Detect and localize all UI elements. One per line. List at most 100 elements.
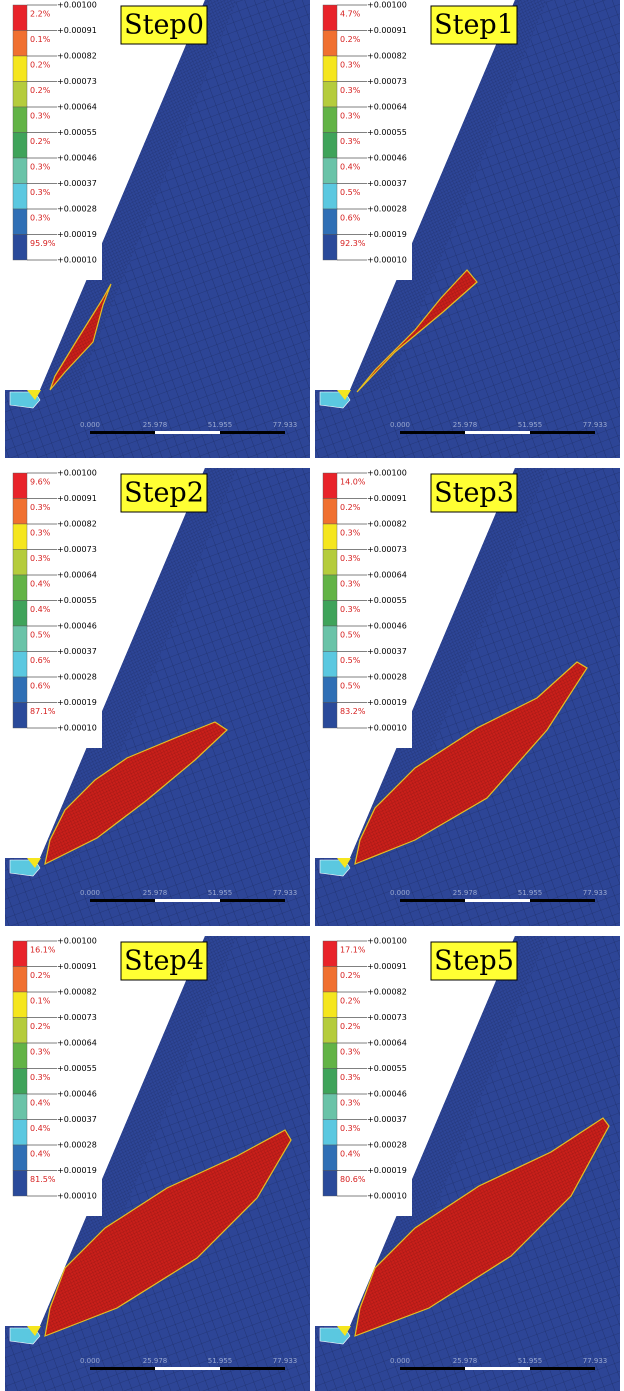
legend-swatch (13, 677, 27, 703)
legend-level: +0.00100 (367, 937, 407, 946)
legend-level: +0.00037 (367, 1115, 407, 1124)
legend-swatch (323, 967, 337, 993)
scale-bar-segment (465, 899, 530, 902)
legend-swatch (323, 1043, 337, 1069)
legend-percentage: 0.2% (340, 503, 361, 512)
legend-percentage: 87.1% (30, 707, 56, 716)
legend-swatch (323, 235, 337, 261)
scale-bar-segment (155, 431, 220, 434)
legend-level: +0.00028 (367, 673, 407, 682)
scale-bar-segment (220, 899, 285, 902)
legend-percentage: 0.6% (340, 214, 361, 223)
legend-percentage: 0.3% (340, 529, 361, 538)
legend-level: +0.00046 (367, 1090, 407, 1099)
scale-label: 25.978 (453, 421, 478, 429)
legend-level: +0.00064 (367, 103, 407, 112)
legend-level: +0.00082 (367, 988, 407, 997)
legend-percentage: 0.5% (340, 656, 361, 665)
legend-swatch (323, 133, 337, 159)
legend-swatch (323, 473, 337, 499)
legend-percentage: 0.3% (30, 112, 51, 121)
scale-label: 77.933 (273, 1357, 298, 1365)
legend-swatch (323, 652, 337, 678)
legend-percentage: 0.2% (30, 61, 51, 70)
scale-bar-segment (400, 1367, 465, 1370)
scale-label: 51.955 (208, 421, 233, 429)
scale-label: 0.000 (390, 421, 410, 429)
panel-title: Step1 (434, 10, 514, 41)
legend-level: +0.00073 (57, 77, 97, 86)
legend-level: +0.00046 (57, 1090, 97, 1099)
legend-level: +0.00100 (57, 937, 97, 946)
legend-percentage: 95.9% (30, 239, 56, 248)
panel-title: Step5 (434, 946, 514, 977)
legend-level: +0.00019 (57, 1166, 97, 1175)
legend-level: +0.00037 (367, 647, 407, 656)
legend-percentage: 0.3% (340, 1099, 361, 1108)
legend-percentage: 0.3% (340, 1048, 361, 1057)
legend-swatch (323, 550, 337, 576)
legend-percentage: 0.4% (30, 580, 51, 589)
legend-swatch (323, 1171, 337, 1197)
legend-level: +0.00010 (57, 1192, 97, 1201)
scale-bar-segment (400, 899, 465, 902)
legend-percentage: 0.4% (30, 1150, 51, 1159)
legend-swatch (13, 524, 27, 550)
scale-bar-segment (90, 899, 155, 902)
legend-swatch (13, 158, 27, 184)
panel-title: Step4 (124, 946, 204, 977)
scale-label: 25.978 (143, 1357, 168, 1365)
legend-percentage: 17.1% (340, 946, 366, 955)
legend-level: +0.00028 (57, 205, 97, 214)
legend-percentage: 83.2% (340, 707, 366, 716)
legend-level: +0.00073 (367, 1013, 407, 1022)
legend-level: +0.00082 (367, 520, 407, 529)
legend-level: +0.00028 (57, 673, 97, 682)
legend-percentage: 16.1% (30, 946, 56, 955)
scale-label: 0.000 (80, 421, 100, 429)
legend-percentage: 0.3% (30, 529, 51, 538)
legend-swatch (13, 209, 27, 235)
legend-swatch (323, 56, 337, 82)
scale-label: 77.933 (583, 889, 608, 897)
legend-swatch (323, 575, 337, 601)
legend-swatch (323, 5, 337, 31)
legend-percentage: 0.2% (340, 1022, 361, 1031)
scale-label: 0.000 (80, 889, 100, 897)
legend-percentage: 0.2% (340, 997, 361, 1006)
legend-swatch (13, 1171, 27, 1197)
legend-level: +0.00082 (57, 988, 97, 997)
legend-swatch (13, 992, 27, 1018)
legend-percentage: 0.3% (30, 188, 51, 197)
legend-level: +0.00073 (57, 545, 97, 554)
legend-level: +0.00019 (57, 230, 97, 239)
legend-level: +0.00055 (57, 128, 97, 137)
legend-swatch (13, 1094, 27, 1120)
scale-label: 77.933 (273, 889, 298, 897)
legend-percentage: 0.3% (30, 554, 51, 563)
legend-swatch (13, 626, 27, 652)
panel-title: Step2 (124, 478, 204, 509)
legend-level: +0.00082 (367, 52, 407, 61)
legend-level: +0.00073 (367, 77, 407, 86)
legend-swatch (13, 550, 27, 576)
legend-swatch (323, 31, 337, 57)
legend-level: +0.00010 (367, 724, 407, 733)
panel-title: Step0 (124, 10, 204, 41)
legend-swatch (13, 107, 27, 133)
legend-percentage: 0.3% (30, 214, 51, 223)
scale-bar-segment (530, 1367, 595, 1370)
legend-swatch (323, 524, 337, 550)
legend-level: +0.00091 (367, 494, 407, 503)
scale-label: 77.933 (583, 1357, 608, 1365)
legend-swatch (323, 941, 337, 967)
legend-percentage: 0.2% (30, 1022, 51, 1031)
legend-swatch (13, 31, 27, 57)
scale-label: 25.978 (453, 1357, 478, 1365)
legend-swatch (323, 703, 337, 729)
legend-swatch (323, 499, 337, 525)
legend-level: +0.00010 (57, 724, 97, 733)
